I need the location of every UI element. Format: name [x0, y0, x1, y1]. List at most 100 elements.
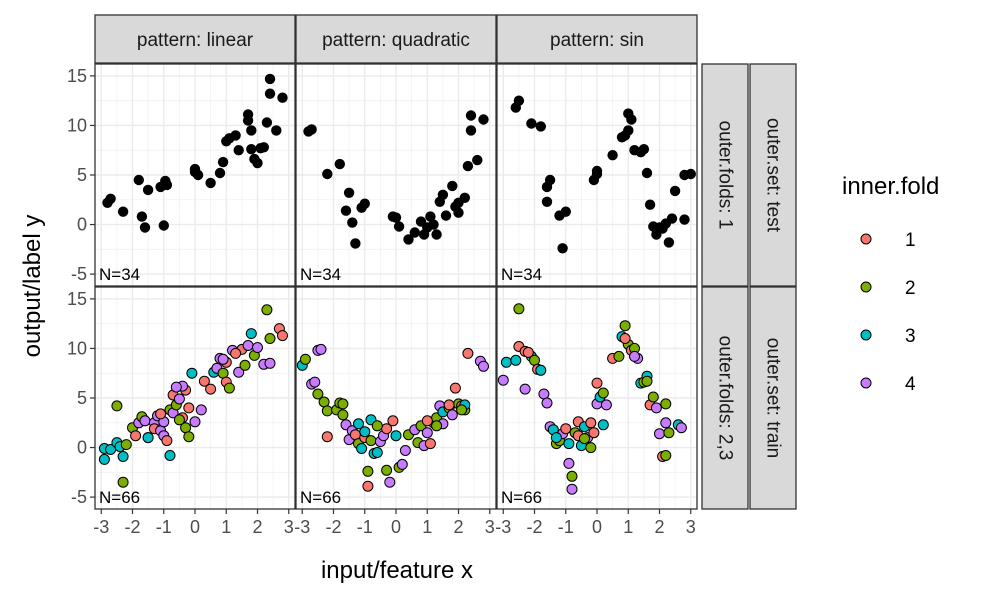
train-point-fold-3: [500, 356, 512, 368]
legend-key-fold-2: [860, 281, 872, 293]
train-point-fold-2: [183, 431, 195, 443]
train-point-fold-3: [142, 432, 154, 444]
train-point-fold-3: [164, 450, 176, 461]
train-point-fold-1: [421, 415, 433, 427]
test-point: [133, 174, 144, 186]
test-point: [440, 210, 452, 221]
legend-label: 1: [905, 230, 916, 251]
train-point-fold-4: [173, 393, 185, 405]
y-tick-label: 0: [77, 215, 87, 235]
test-point: [347, 217, 358, 228]
train-point-fold-1: [449, 382, 461, 394]
panels: N=34 N=34 N=34 N=66 N=66 N=66: [94, 63, 698, 510]
test-point: [161, 179, 173, 191]
train-point-fold-1: [198, 375, 210, 387]
x-tick-label: -2: [124, 517, 140, 537]
test-point: [246, 144, 257, 155]
test-point: [350, 238, 361, 249]
legend-label: 4: [905, 374, 916, 395]
test-point: [472, 154, 483, 166]
test-point: [607, 150, 618, 161]
legend-key-fold-4: [860, 377, 872, 389]
train-point-fold-1: [321, 431, 333, 443]
y-tick-label: -5: [71, 264, 87, 284]
test-point: [428, 219, 439, 230]
row-strip-fold-label: outer.folds: 1: [715, 121, 736, 230]
test-point: [136, 211, 148, 222]
legend: inner.fold 1 2 3 4: [842, 173, 939, 395]
test-point: [334, 158, 345, 170]
train-point-fold-4: [654, 428, 665, 440]
train-point-fold-1: [591, 377, 603, 389]
test-point: [638, 144, 650, 155]
train-point-fold-4: [629, 350, 640, 362]
train-point-fold-3: [550, 432, 562, 444]
x-tick-label: 3: [284, 517, 294, 537]
test-point: [626, 114, 637, 125]
train-point-fold-2: [239, 359, 251, 371]
train-point-fold-1: [462, 347, 474, 359]
train-point-fold-3: [245, 328, 257, 340]
test-point: [409, 227, 420, 238]
test-point: [513, 95, 525, 106]
train-point-fold-3: [597, 419, 609, 431]
train-point-fold-4: [519, 383, 531, 395]
x-tick-label: 0: [592, 517, 602, 537]
count-label: N=34: [501, 265, 542, 284]
test-point: [623, 125, 634, 136]
train-point-fold-3: [353, 418, 364, 430]
train-point-fold-1: [619, 333, 631, 344]
train-point-fold-4: [675, 422, 687, 434]
x-tick-label: -3: [495, 517, 511, 537]
test-point: [679, 214, 690, 225]
test-point: [214, 167, 226, 179]
x-tick-label: -3: [93, 517, 109, 537]
x-tick-label: -2: [325, 517, 341, 537]
test-point: [462, 160, 474, 172]
train-point-fold-1: [522, 346, 534, 358]
test-point: [142, 184, 154, 196]
train-point-fold-4: [563, 457, 575, 469]
panel-border: [496, 63, 698, 287]
train-point-fold-1: [183, 402, 195, 414]
test-point: [685, 168, 696, 180]
train-point-fold-3: [390, 430, 402, 442]
row-strip-set: [749, 286, 797, 510]
test-point: [340, 205, 352, 216]
test-point: [246, 125, 257, 136]
train-point-fold-2: [579, 433, 590, 445]
train-point-fold-3: [98, 453, 110, 465]
test-point: [431, 229, 442, 240]
test-point: [403, 234, 414, 245]
test-point: [390, 212, 402, 223]
train-point-fold-2: [312, 388, 324, 400]
train-point-fold-2: [261, 304, 273, 316]
train-point-fold-4: [252, 342, 263, 353]
train-point-fold-4: [396, 458, 408, 470]
train-point-fold-1: [205, 383, 217, 395]
train-point-fold-4: [660, 417, 672, 429]
count-label: N=66: [99, 488, 140, 507]
train-point-fold-2: [173, 414, 185, 426]
test-point: [139, 222, 151, 233]
train-point-fold-1: [381, 423, 393, 435]
legend-title: inner.fold: [842, 173, 939, 200]
row-strip-fold: [701, 286, 749, 510]
row-strip-set-label: outer.set: train: [763, 338, 784, 458]
test-point: [459, 192, 470, 203]
x-tick-label: 2: [252, 517, 262, 537]
test-point: [242, 109, 254, 120]
x-tick-label: 3: [686, 517, 696, 537]
x-axis-title: input/feature x: [321, 557, 473, 584]
legend-label: 3: [905, 326, 916, 347]
test-point: [117, 206, 129, 217]
test-point: [541, 196, 553, 207]
test-point: [465, 125, 477, 136]
train-point-fold-4: [538, 388, 550, 400]
train-point-fold-2: [264, 333, 276, 344]
row-strip-fold: [701, 63, 749, 287]
train-point-fold-4: [566, 483, 578, 495]
train-point-fold-4: [170, 381, 182, 393]
train-point-fold-2: [641, 375, 653, 387]
